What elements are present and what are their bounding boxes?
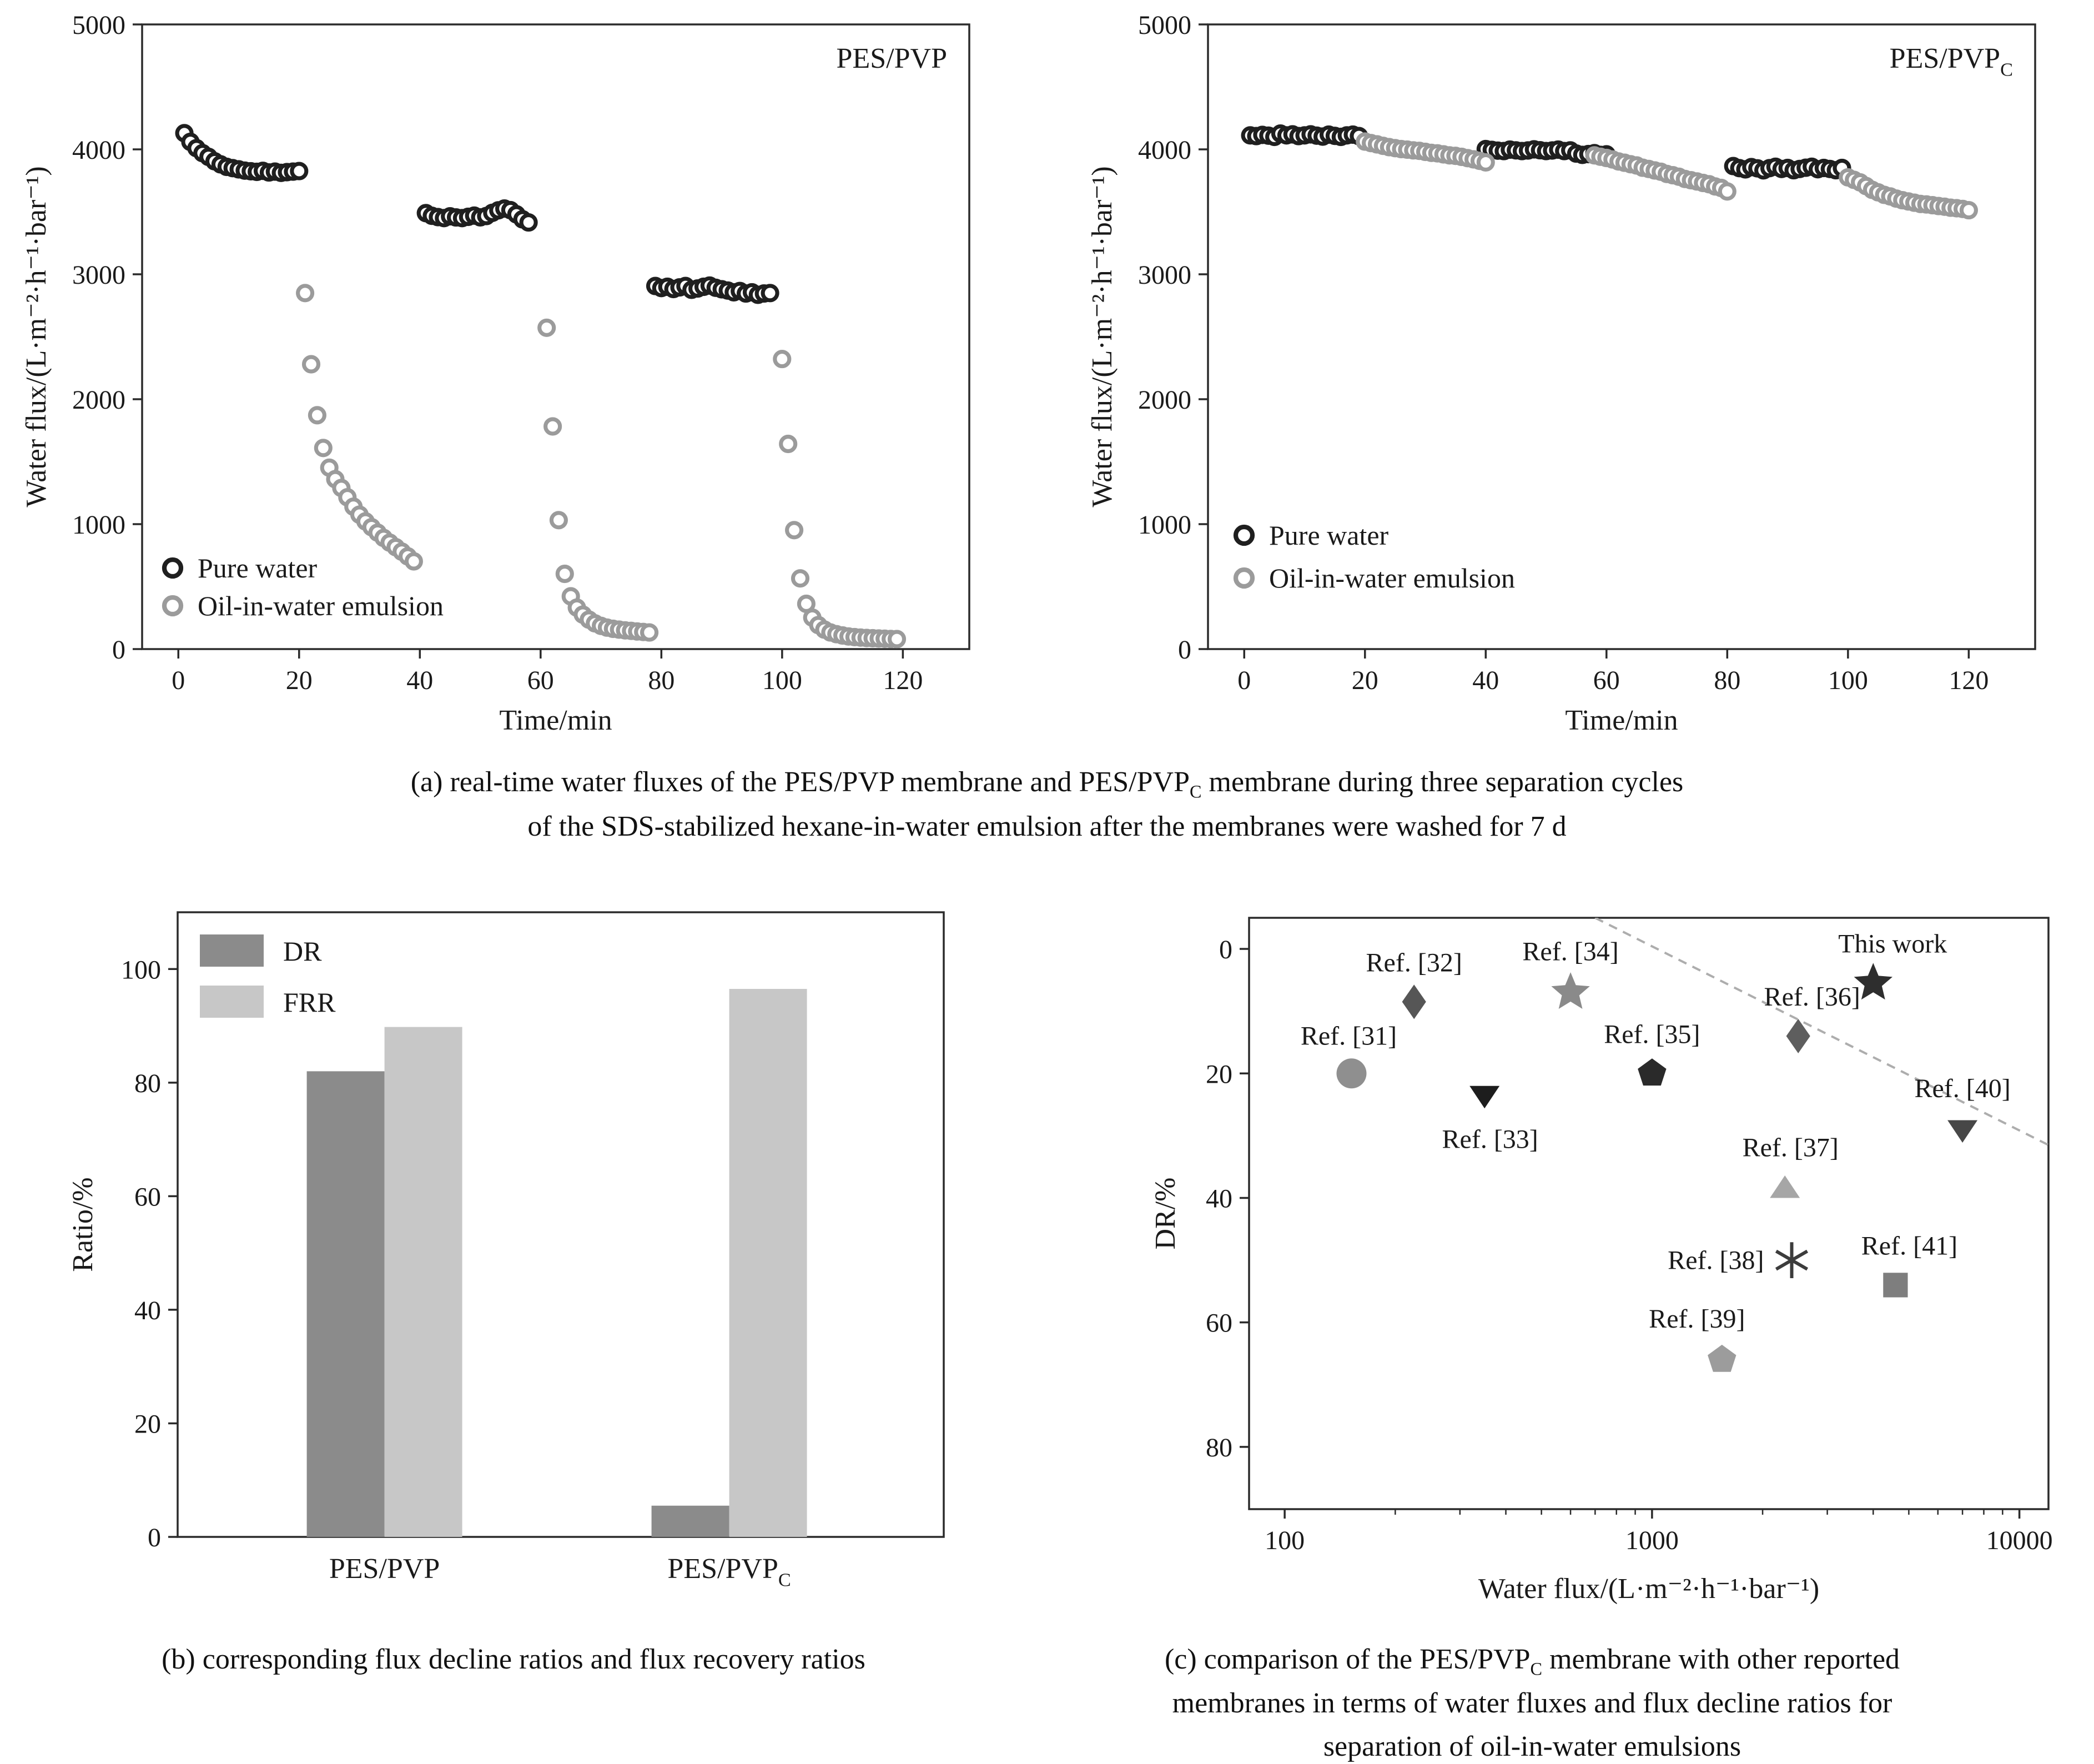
svg-text:20: 20 (286, 666, 313, 695)
caption-b: (b) corresponding flux decline ratios an… (162, 1643, 865, 1675)
caption-c-line1: (c) comparison of the PES/PVPC membrane … (1164, 1643, 1900, 1679)
svg-text:40: 40 (134, 1296, 161, 1325)
svg-text:1000: 1000 (72, 510, 125, 540)
svg-text:60: 60 (1593, 666, 1620, 695)
svg-text:Ref. [41]: Ref. [41] (1861, 1231, 1957, 1260)
svg-text:PES/PVP: PES/PVP (837, 43, 947, 74)
svg-text:4000: 4000 (1138, 135, 1191, 165)
chart-dr-frr-bars: 0 20 40 60 80 100 Ratio/% PES/PVP PES/PVPC DR FRR (56, 893, 972, 1615)
svg-text:120: 120 (1949, 666, 1989, 695)
svg-text:40: 40 (1472, 666, 1499, 695)
svg-text:PES/PVPC: PES/PVPC (667, 1553, 791, 1591)
svg-text:Ref. [40]: Ref. [40] (1914, 1074, 2010, 1103)
svg-text:40: 40 (406, 666, 433, 695)
caption-c: (c) comparison of the PES/PVPC membrane … (1027, 1638, 2037, 1764)
svg-text:10000: 10000 (1986, 1526, 2053, 1555)
svg-text:Ref. [37]: Ref. [37] (1743, 1133, 1839, 1162)
svg-text:Pure water: Pure water (1269, 520, 1389, 551)
svg-text:Ref. [34]: Ref. [34] (1522, 937, 1618, 966)
svg-text:80: 80 (648, 666, 674, 695)
svg-text:PES/PVPC: PES/PVPC (1890, 43, 2013, 81)
svg-text:60: 60 (1206, 1308, 1232, 1338)
svg-text:Ref. [38]: Ref. [38] (1668, 1245, 1764, 1275)
svg-text:Time/min: Time/min (499, 705, 612, 736)
svg-text:4000: 4000 (72, 135, 125, 165)
svg-text:Ref. [39]: Ref. [39] (1649, 1304, 1745, 1334)
svg-text:0: 0 (172, 666, 185, 695)
svg-text:This work: This work (1838, 929, 1947, 958)
caption-a-line1: (a) real-time water fluxes of the PES/PV… (410, 766, 1684, 802)
svg-text:20: 20 (134, 1409, 161, 1439)
svg-text:80: 80 (134, 1069, 161, 1098)
caption-a: (a) real-time water fluxes of the PES/PV… (0, 761, 2094, 848)
svg-text:0: 0 (112, 635, 125, 665)
svg-text:Pure water: Pure water (198, 552, 318, 584)
svg-text:100: 100 (1265, 1526, 1305, 1555)
svg-text:80: 80 (1206, 1433, 1232, 1463)
svg-text:Oil-in-water emulsion: Oil-in-water emulsion (198, 590, 444, 621)
svg-text:20: 20 (1206, 1059, 1232, 1089)
svg-text:Water flux/(L·m⁻²·h⁻¹·bar⁻¹): Water flux/(L·m⁻²·h⁻¹·bar⁻¹) (21, 166, 52, 507)
svg-text:0: 0 (1237, 666, 1251, 695)
svg-text:PES/PVP: PES/PVP (329, 1553, 440, 1585)
svg-text:120: 120 (883, 666, 923, 695)
svg-text:1000: 1000 (1625, 1526, 1679, 1555)
svg-text:0: 0 (148, 1523, 161, 1552)
svg-text:20: 20 (1352, 666, 1378, 695)
svg-text:80: 80 (1714, 666, 1740, 695)
svg-text:0: 0 (1219, 935, 1232, 964)
svg-text:Ratio/%: Ratio/% (67, 1177, 99, 1272)
svg-text:Ref. [32]: Ref. [32] (1366, 948, 1462, 977)
chart-pes-pvpc-flux: 0 20 40 60 80 100 120 0 1000 2000 3000 4000 5000 Time… (1075, 8, 2074, 746)
caption-a-line2: of the SDS-stabilized hexane-in-water em… (527, 810, 1567, 842)
svg-text:100: 100 (762, 666, 802, 695)
svg-text:60: 60 (527, 666, 554, 695)
plot-b: 0 20 40 60 80 100 Ratio/% PES/PVP PES/PVPC DR FRR (67, 911, 945, 1591)
svg-text:Time/min: Time/min (1565, 705, 1678, 736)
caption-c-line3: separation of oil-in-water emulsions (1323, 1731, 1741, 1763)
svg-text:0: 0 (1178, 635, 1191, 665)
caption-c-line2: membranes in terms of water fluxes and f… (1172, 1687, 1892, 1720)
svg-text:Ref. [33]: Ref. [33] (1442, 1124, 1538, 1154)
svg-text:2000: 2000 (72, 385, 125, 415)
svg-text:3000: 3000 (72, 260, 125, 290)
svg-text:DR/%: DR/% (1150, 1177, 1181, 1249)
svg-text:Oil-in-water emulsion: Oil-in-water emulsion (1269, 562, 1515, 594)
svg-text:Ref. [35]: Ref. [35] (1604, 1019, 1700, 1049)
svg-text:60: 60 (134, 1182, 161, 1212)
chart-pes-pvp-flux: 0 20 40 60 80 100 120 0 1000 2000 3000 4000 5000 Time… (9, 8, 1008, 746)
chart-membrane-comparison: 100 1000 10000 0 20 40 60 80 Water flux/(L·m⁻²·h… (1138, 893, 2082, 1615)
svg-text:2000: 2000 (1138, 385, 1191, 415)
svg-text:Water flux/(L·m⁻²·h⁻¹·bar⁻¹): Water flux/(L·m⁻²·h⁻¹·bar⁻¹) (1086, 166, 1118, 507)
svg-text:FRR: FRR (283, 987, 336, 1018)
row-ratio-comparison-charts: 0 20 40 60 80 100 Ratio/% PES/PVP PES/PVPC DR FRR … (0, 893, 2094, 1615)
svg-text:5000: 5000 (1138, 11, 1191, 40)
svg-text:40: 40 (1206, 1184, 1232, 1213)
plot-a-right: 0 20 40 60 80 100 120 0 1000 2000 3000 4000 5000 Time… (1086, 11, 2036, 736)
svg-text:DR: DR (283, 936, 322, 967)
row-flux-charts: 0 20 40 60 80 100 120 0 1000 2000 3000 4000 5000 Time… (0, 0, 2094, 746)
svg-text:Water flux/(L·m⁻²·h⁻¹·bar⁻¹): Water flux/(L·m⁻²·h⁻¹·bar⁻¹) (1478, 1573, 1819, 1605)
svg-text:Ref. [31]: Ref. [31] (1301, 1021, 1397, 1051)
svg-text:3000: 3000 (1138, 260, 1191, 290)
svg-text:100: 100 (121, 955, 161, 984)
plot-c: 100 1000 10000 0 20 40 60 80 Water flux/(L·m⁻²·h… (1150, 916, 2053, 1605)
svg-text:Ref. [36]: Ref. [36] (1764, 982, 1860, 1012)
svg-text:5000: 5000 (72, 11, 125, 40)
plot-a-left: 0 20 40 60 80 100 120 0 1000 2000 3000 4000 5000 Time… (21, 11, 970, 736)
row-captions: (b) corresponding flux decline ratios an… (0, 1638, 2094, 1764)
svg-text:100: 100 (1828, 666, 1868, 695)
svg-text:1000: 1000 (1138, 510, 1191, 540)
